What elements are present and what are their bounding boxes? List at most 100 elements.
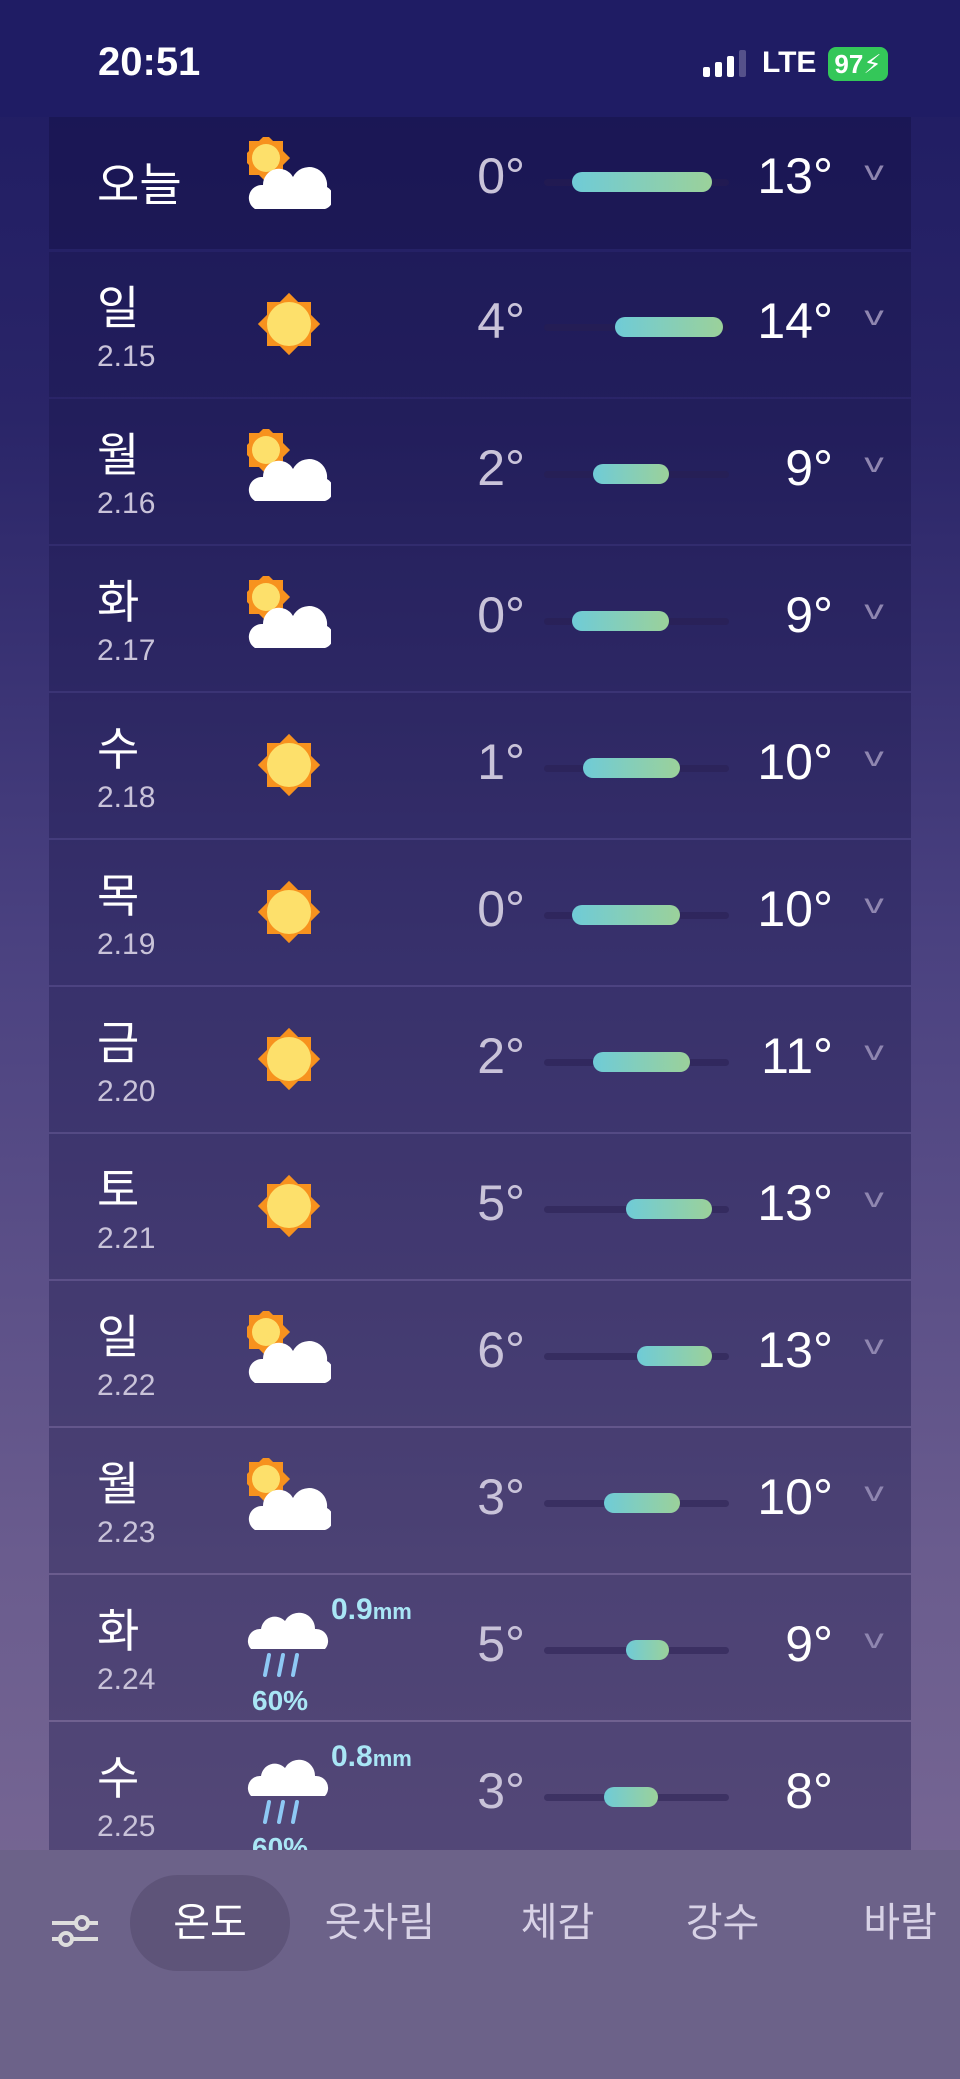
day-label: 월 [97,1458,140,1510]
chevron-down-icon[interactable]: v [864,1035,884,1066]
precip-amount: 0.9mm [331,1593,412,1627]
temp-range-bar [625,1640,669,1660]
temp-range-track [544,1640,729,1660]
high-temp: 10° [757,1469,833,1525]
forecast-row[interactable]: 일 2.15 4° 14° v [49,252,911,397]
temp-range-bar [582,758,680,778]
chevron-down-icon[interactable]: v [864,1623,884,1654]
date-label: 2.24 [97,1663,156,1696]
tab-0[interactable]: 온도 [130,1875,290,1971]
sun-icon [247,1164,331,1248]
tab-3[interactable]: 강수 [685,1901,760,1945]
chevron-down-icon[interactable]: v [864,1329,884,1360]
low-temp: 3° [477,1469,525,1525]
temp-range-track [544,1052,729,1072]
tab-4[interactable]: 바람 [863,1901,937,1945]
temp-range-bar [593,1052,691,1072]
forecast-row[interactable]: 월 2.16 2° 9° v [49,399,911,544]
chevron-down-icon[interactable]: v [864,1476,884,1507]
tab-2[interactable]: 체감 [520,1901,595,1945]
chevron-down-icon[interactable]: v [864,447,884,478]
sun-icon [247,282,331,366]
battery-level: 97 [834,49,864,79]
day-label: 월 [97,429,140,481]
day-label: 화 [97,576,140,628]
forecast-row[interactable]: 수 2.25 0.8mm 60% 3° 8° [49,1722,911,1867]
low-temp: 2° [477,1028,525,1084]
metric-tabs: 온도 옷차림 체감 강수 바람 [0,1875,960,1971]
temp-range-track [544,905,729,925]
forecast-row[interactable]: 목 2.19 0° 10° v [49,840,911,985]
precip-probability: 60% [252,1685,309,1716]
sun-icon [247,870,331,954]
temp-range-track [544,611,729,631]
status-bar: 20:51 LTE 97⚡ [0,0,960,117]
signal-icon [703,50,746,77]
chevron-down-icon[interactable]: v [864,1182,884,1213]
high-temp: 9° [785,587,833,643]
low-temp: 0° [477,881,525,937]
date-label: 2.17 [97,634,156,667]
forecast-row[interactable]: 화 2.24 0.9mm 60% 5° 9° v [49,1575,911,1720]
temp-range-bar [636,1346,712,1366]
temp-range-track [544,172,729,192]
partly-cloudy-icon [241,572,334,660]
low-temp: 6° [477,1322,525,1378]
temp-range-bar [593,464,669,484]
forecast-row[interactable]: 일 2.22 6° 13° v [49,1281,911,1426]
day-label: 수 [97,723,140,775]
forecast-row[interactable]: 월 2.23 3° 10° v [49,1428,911,1573]
precip-value: 0.8 [331,1740,373,1773]
precip-unit: mm [372,1746,412,1771]
temp-range-track [544,758,729,778]
forecast-row[interactable]: 오늘 0° 13° v [49,117,911,249]
sun-icon [247,723,331,807]
day-label: 토 [97,1164,140,1216]
day-label: 목 [97,870,140,922]
high-temp: 8° [785,1763,833,1819]
day-label: 수 [97,1752,140,1804]
filter-settings-icon[interactable] [50,1905,100,1955]
forecast-row[interactable]: 화 2.17 0° 9° v [49,546,911,691]
forecast-row[interactable]: 수 2.18 1° 10° v [49,693,911,838]
temp-range-track [544,317,729,337]
chevron-down-icon[interactable]: v [864,741,884,772]
low-temp: 0° [477,148,525,204]
day-label: 일 [97,1311,140,1363]
high-temp: 9° [785,1616,833,1672]
temp-range-bar [604,1493,680,1513]
chevron-down-icon[interactable]: v [864,155,884,186]
bottom-tab-bar: 온도 옷차림 체감 강수 바람 [0,1850,960,2079]
high-temp: 11° [761,1028,833,1084]
date-label: 2.16 [97,487,156,520]
day-label: 화 [97,1605,140,1657]
date-label: 2.21 [97,1222,156,1255]
chevron-down-icon[interactable]: v [864,300,884,331]
rain-icon [247,1752,331,1836]
chevron-down-icon[interactable]: v [864,888,884,919]
temp-range-track [544,1199,729,1219]
date-label: 2.18 [97,781,156,814]
low-temp: 5° [477,1616,525,1672]
temp-range-bar [614,317,723,337]
date-label: 2.22 [97,1369,156,1402]
chevron-down-icon[interactable]: v [864,594,884,625]
clock: 20:51 [98,40,201,84]
precip-value: 0.9 [331,1593,373,1626]
temp-range-track [544,1787,729,1807]
low-temp: 3° [477,1763,525,1819]
forecast-row[interactable]: 금 2.20 2° 11° v [49,987,911,1132]
high-temp: 13° [757,148,833,204]
date-label: 2.20 [97,1075,156,1108]
high-temp: 10° [757,881,833,937]
low-temp: 5° [477,1175,525,1231]
temp-range-track [544,464,729,484]
low-temp: 0° [477,587,525,643]
sun-icon [247,1017,331,1101]
tab-1[interactable]: 옷차림 [324,1901,436,1945]
day-label: 일 [97,282,140,334]
precip-unit: mm [372,1599,412,1624]
temp-range-bar [571,172,712,192]
low-temp: 4° [477,293,525,349]
forecast-row[interactable]: 토 2.21 5° 13° v [49,1134,911,1279]
